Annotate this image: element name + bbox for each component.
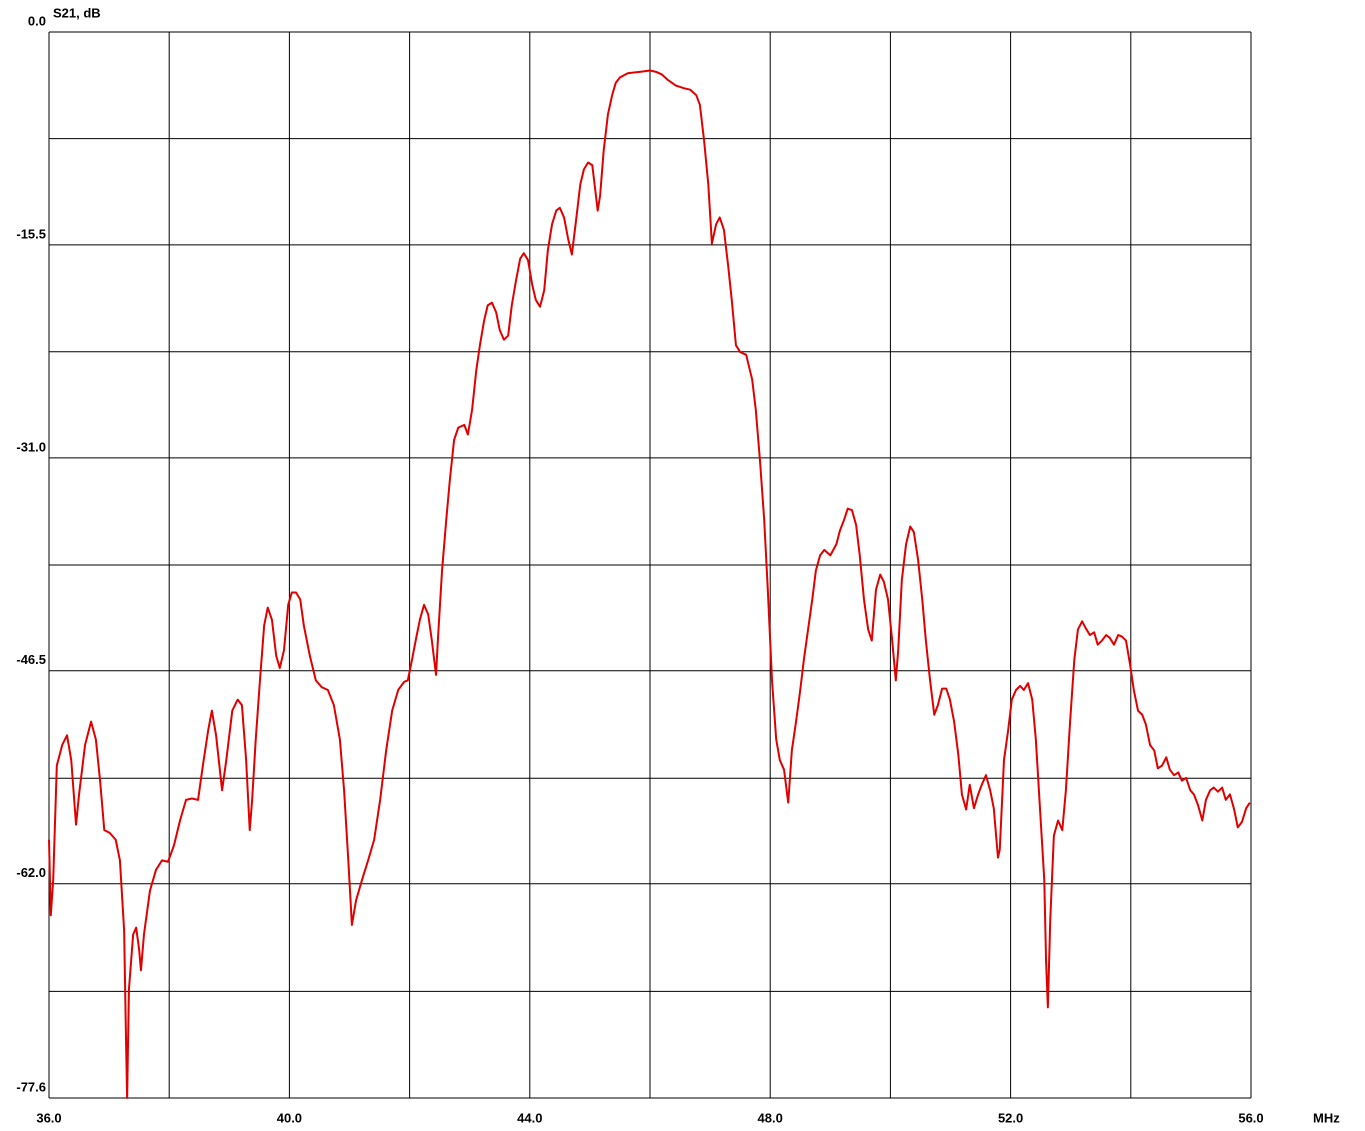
x-tick-label: 56.0: [1238, 1110, 1263, 1125]
x-tick-label: 48.0: [758, 1110, 783, 1125]
response-curve: [48, 69, 1251, 1099]
y-tick-label: 0.0: [28, 13, 46, 28]
x-axis-label: MHz: [1313, 1110, 1340, 1125]
y-tick-label: -31.0: [16, 439, 46, 454]
y-axis-label: S21, dB: [53, 5, 101, 20]
x-tick-label: 44.0: [517, 1110, 542, 1125]
y-tick-label: -77.6: [16, 1079, 46, 1094]
x-tick-label: 52.0: [998, 1110, 1023, 1125]
x-tick-label: 36.0: [36, 1110, 61, 1125]
y-tick-label: -62.0: [16, 865, 46, 880]
y-tick-label: -46.5: [16, 652, 46, 667]
x-tick-label: 40.0: [277, 1110, 302, 1125]
y-tick-label: -15.5: [16, 226, 46, 241]
